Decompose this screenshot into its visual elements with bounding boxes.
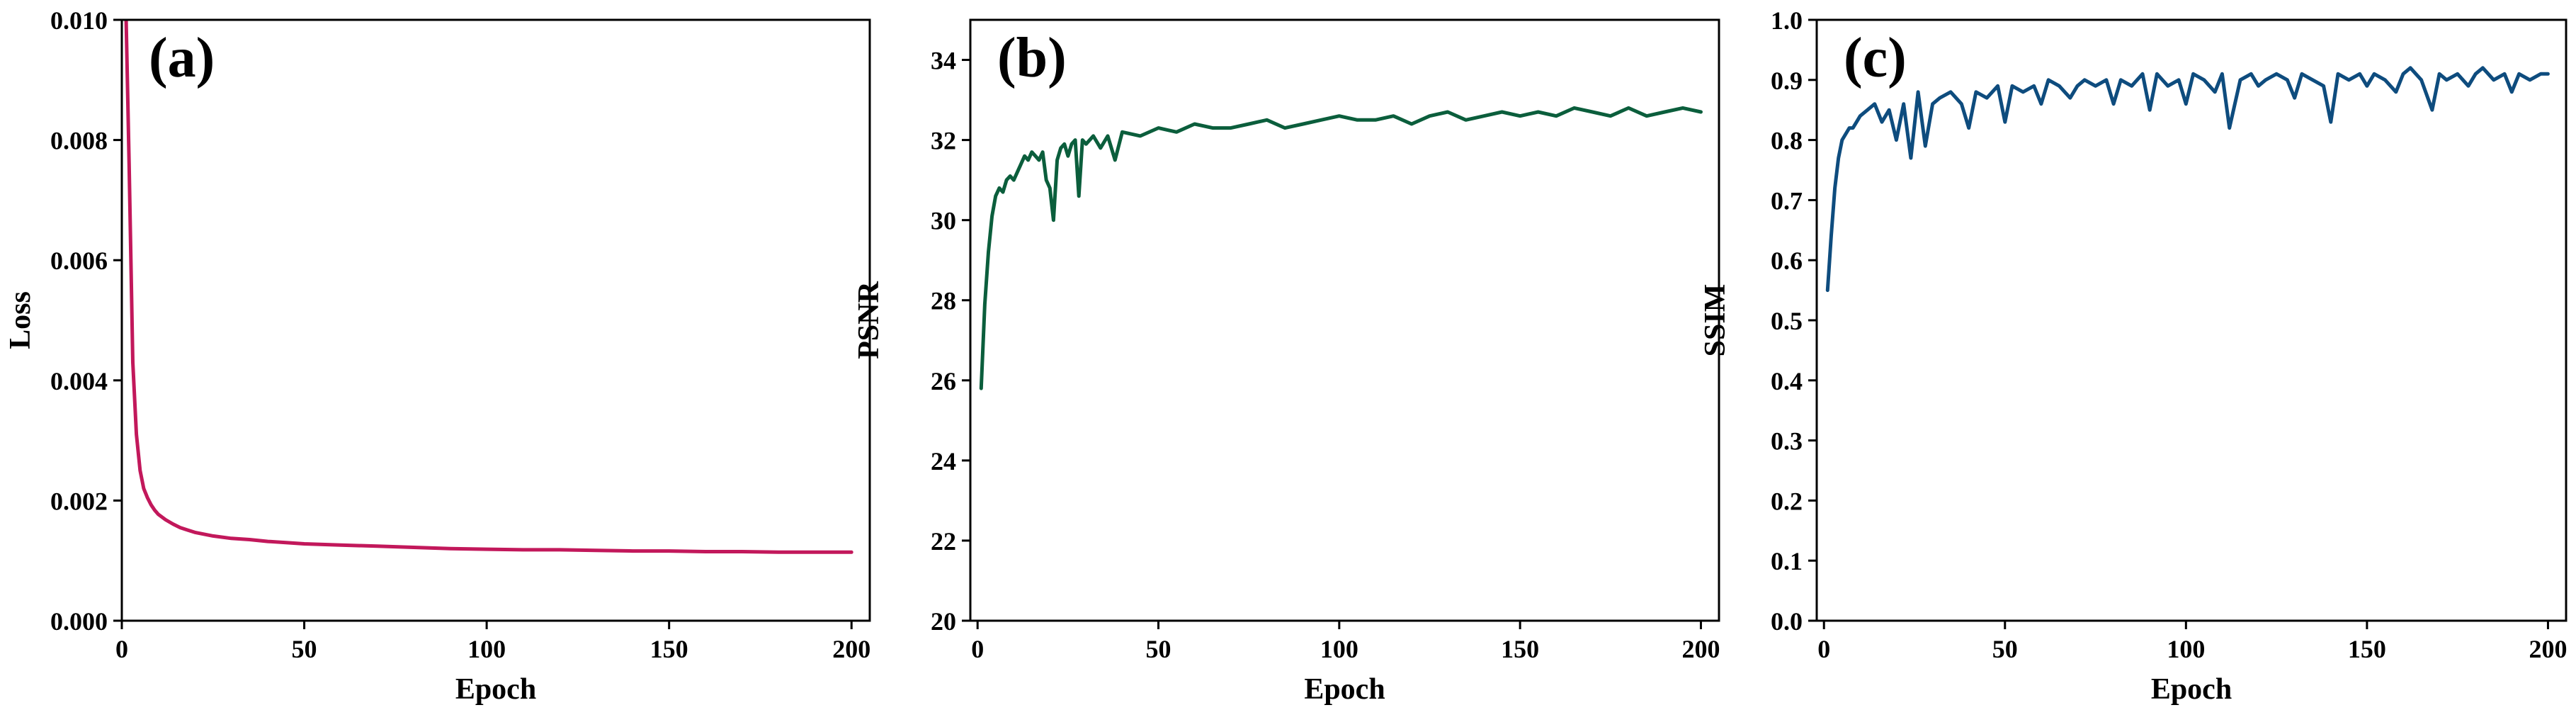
y-tick-label: 0.9 <box>1771 67 1803 95</box>
x-axis-label: Epoch <box>455 673 536 706</box>
axes-frame <box>969 18 1720 622</box>
series-line-1 <box>979 106 1703 390</box>
y-tick-label: 26 <box>931 367 956 395</box>
x-tick-label: 150 <box>650 635 688 663</box>
x-tick-label: 100 <box>467 635 506 663</box>
y-tick-label: 0.006 <box>50 247 108 275</box>
y-tick-label: 0.002 <box>50 487 108 515</box>
y-tick-label: 1.0 <box>1771 6 1803 35</box>
y-tick-label: 0.7 <box>1771 186 1803 215</box>
panel-label: (a) <box>149 27 215 89</box>
y-tick-label: 28 <box>931 287 956 315</box>
x-tick-label: 200 <box>2529 635 2567 663</box>
y-tick-label: 24 <box>931 447 956 475</box>
series-line-1 <box>1825 66 2550 293</box>
axes-frame <box>120 18 871 622</box>
y-axis-label: PSNR <box>853 281 885 359</box>
x-axis-label: Epoch <box>2151 673 2232 706</box>
y-axis-label: Loss <box>4 291 37 349</box>
y-tick-label: 0.010 <box>50 6 108 35</box>
x-tick-label: 50 <box>1992 635 2018 663</box>
y-tick-label: 34 <box>931 47 956 75</box>
chart-panel-2: 0 50 100 150 200 20 22 24 26 28 30 32 34 Epoch PSNR (b) <box>853 18 1720 706</box>
panel-label: (c) <box>1844 27 1907 89</box>
axes-frame <box>1815 18 2568 622</box>
x-tick-label: 150 <box>2348 635 2386 663</box>
x-tick-label: 150 <box>1501 635 1539 663</box>
y-tick-label: 0.3 <box>1771 427 1803 456</box>
x-tick-label: 50 <box>1146 635 1171 663</box>
y-tick-label: 0.8 <box>1771 127 1803 155</box>
y-tick-label: 0.2 <box>1771 487 1803 515</box>
y-tick-label: 30 <box>931 207 956 235</box>
y-tick-label: 0.5 <box>1771 307 1803 335</box>
chart-panel-3: 0 50 100 150 200 0.0 0.1 0.2 0.3 0.4 0.5 0.6 0.7 0.8 0… <box>1699 6 2568 706</box>
x-tick-label: 50 <box>292 635 317 663</box>
y-tick-label: 0.008 <box>50 127 108 155</box>
y-tick-label: 32 <box>931 127 956 155</box>
y-tick-label: 0.004 <box>50 367 108 395</box>
x-tick-label: 100 <box>1320 635 1358 663</box>
y-tick-label: 0.4 <box>1771 367 1803 395</box>
x-axis-label: Epoch <box>1304 673 1385 706</box>
x-tick-label: 100 <box>2167 635 2205 663</box>
y-tick-label: 0.000 <box>50 607 108 636</box>
y-tick-label: 22 <box>931 527 956 556</box>
x-tick-label: 0 <box>971 635 984 663</box>
y-tick-label: 0.1 <box>1771 547 1803 575</box>
x-tick-label: 200 <box>1681 635 1720 663</box>
y-tick-label: 0.0 <box>1771 607 1803 636</box>
panel-label: (b) <box>997 27 1067 89</box>
y-tick-label: 0.6 <box>1771 247 1803 275</box>
chart-panel-1: 0 50 100 150 200 0.000 0.002 0.004 0.006 0.008 0.0… <box>4 6 871 706</box>
series-line-1 <box>124 20 853 554</box>
x-tick-label: 0 <box>115 635 128 663</box>
y-tick-label: 20 <box>931 607 956 636</box>
y-axis-label: SSIM <box>1699 284 1732 357</box>
x-tick-label: 200 <box>832 635 870 663</box>
x-tick-label: 0 <box>1817 635 1830 663</box>
